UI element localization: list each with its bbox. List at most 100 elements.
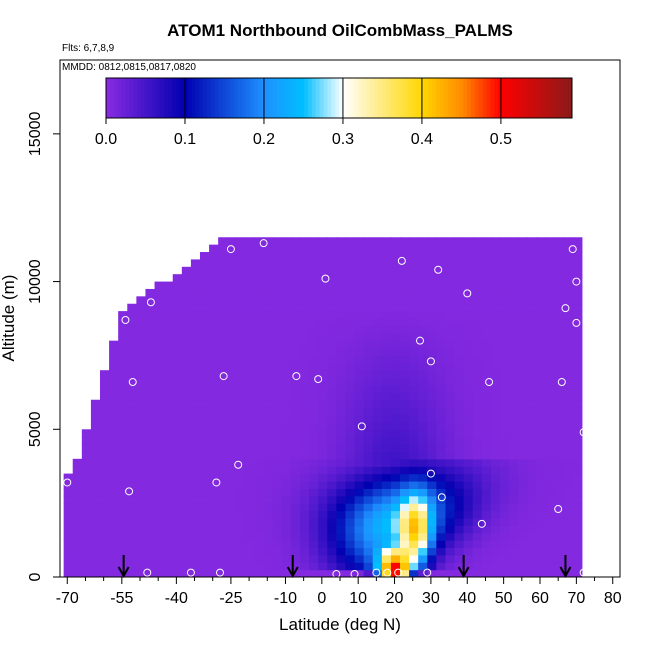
heat-cell [118,348,128,357]
heat-cell [363,547,374,556]
heat-cell [290,510,301,519]
heat-cell [572,333,583,342]
sample-point [186,568,195,577]
heat-cell [209,377,219,386]
heat-cell [472,340,483,349]
heat-cell [454,355,465,364]
heat-cell [263,244,274,253]
heat-cell [418,421,428,430]
heat-cell [572,488,583,497]
heat-cell [309,259,319,268]
heat-cell [472,281,483,290]
heat-cell [345,237,356,246]
heat-cell [463,237,474,246]
heat-cell [81,562,92,571]
heat-cell [63,525,74,534]
heat-cell [309,429,319,438]
heat-cell [454,266,465,275]
heat-cell [454,510,465,519]
sample-point [128,378,137,387]
heat-cell [418,303,428,312]
heat-cell [300,421,310,430]
heat-cell [236,517,247,526]
heat-cell [381,274,392,283]
heat-cell [563,288,574,297]
heat-cell [345,414,356,423]
sample-point [477,519,486,528]
heat-cell [90,525,101,534]
heat-cell [445,274,456,283]
heat-cell [545,532,556,541]
heat-cell [245,370,256,379]
heat-cell [209,444,219,453]
heat-cell [354,252,365,261]
heat-cell [536,399,547,408]
colorbar-tick-label: 0.2 [253,131,275,148]
heat-cell [227,333,237,342]
heat-cell [436,525,447,534]
heat-cell [309,532,319,541]
heat-cell [336,407,347,416]
colorbar-swatch [556,78,561,118]
heat-cell [181,355,192,364]
heat-cell [445,458,456,467]
heat-cell [427,503,437,512]
heat-cell [236,414,247,423]
heat-cell [300,340,310,349]
heat-cell [318,458,328,467]
heat-cell [454,451,465,460]
heat-cell [527,407,537,416]
heat-cell [90,510,101,519]
heat-cell [445,288,456,297]
heat-cell [545,414,556,423]
heat-cell [163,421,174,430]
heat-cell [418,488,428,497]
heat-cell [263,488,274,497]
heat-cell [81,503,92,512]
heat-cell [118,503,128,512]
heat-cell [236,466,247,475]
colorbar-swatch [366,78,371,118]
heat-cell [400,540,410,549]
heat-cell [572,311,583,320]
heat-cell [372,458,383,467]
heat-cell [318,377,328,386]
heat-cell [272,303,283,312]
heat-cell [209,340,219,349]
heat-cell [327,451,337,460]
heat-cell [381,532,392,541]
heat-cell [490,554,501,563]
heat-cell [290,392,301,401]
heat-cell [318,495,328,504]
heat-cell [554,377,565,386]
heat-cell [481,362,492,371]
heat-cell [390,311,401,320]
heat-cell [427,407,437,416]
heat-cell [490,414,501,423]
colorbar-swatch [405,78,410,118]
heat-cell [354,503,365,512]
heat-cell [254,333,265,342]
heat-cell [327,303,337,312]
colorbar-swatch [478,78,484,118]
heat-cell [545,399,556,408]
heat-cell [281,288,292,297]
sample-point [608,568,617,577]
colorbar-swatch [521,78,526,118]
heat-cell [463,281,474,290]
heat-cell [354,333,365,342]
sample-point [416,336,424,345]
colorbar-swatch [486,78,491,118]
heat-cell [218,244,228,253]
heat-cell [427,266,437,275]
heat-cell [254,244,265,253]
heat-cell [345,311,356,320]
heat-cell [154,444,165,453]
heat-cell [518,562,528,571]
heat-cell [563,547,574,556]
heat-cell [536,510,547,519]
heat-cell [318,466,328,475]
heat-cell [500,436,510,445]
sample-point [143,568,152,577]
